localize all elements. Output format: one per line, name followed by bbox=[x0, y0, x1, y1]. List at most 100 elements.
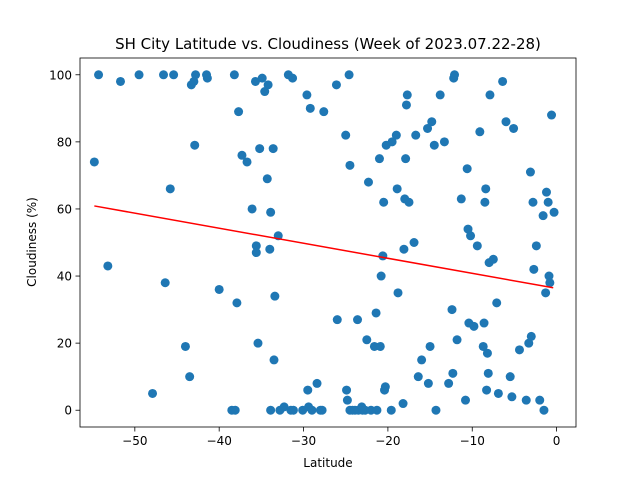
data-point bbox=[469, 321, 479, 331]
data-point bbox=[387, 137, 397, 147]
data-point bbox=[250, 76, 260, 86]
data-point bbox=[342, 385, 352, 395]
data-point bbox=[392, 184, 402, 194]
data-point bbox=[492, 298, 502, 308]
data-point bbox=[498, 76, 508, 86]
data-point bbox=[317, 405, 327, 415]
data-point bbox=[541, 288, 551, 298]
data-point bbox=[480, 197, 490, 207]
data-point bbox=[452, 335, 462, 345]
data-point bbox=[411, 130, 421, 140]
data-point bbox=[266, 405, 276, 415]
data-point bbox=[493, 388, 503, 398]
data-point bbox=[431, 405, 441, 415]
data-point bbox=[423, 378, 433, 388]
data-point bbox=[371, 308, 381, 318]
data-point bbox=[541, 187, 551, 197]
data-point bbox=[447, 305, 457, 315]
data-point bbox=[247, 204, 257, 214]
data-point bbox=[263, 80, 273, 90]
regression-line bbox=[94, 205, 554, 289]
data-point bbox=[103, 261, 113, 271]
data-point bbox=[435, 90, 445, 100]
data-point bbox=[191, 70, 201, 80]
data-point bbox=[165, 184, 175, 194]
y-axis-label: Cloudiness (%) bbox=[25, 197, 39, 287]
data-point bbox=[262, 174, 272, 184]
data-point bbox=[439, 137, 449, 147]
data-point bbox=[425, 341, 435, 351]
data-point bbox=[376, 271, 386, 281]
data-point bbox=[413, 372, 423, 382]
data-point bbox=[482, 385, 492, 395]
data-point bbox=[485, 90, 495, 100]
x-tick-label: 0 bbox=[553, 434, 561, 448]
data-point bbox=[544, 271, 554, 281]
x-tick-label: −30 bbox=[291, 434, 316, 448]
data-point bbox=[525, 167, 535, 177]
x-axis-label: Latitude bbox=[303, 456, 352, 470]
y-tick-label: 0 bbox=[64, 404, 72, 418]
data-point bbox=[251, 248, 261, 258]
data-point bbox=[448, 368, 458, 378]
data-point bbox=[94, 70, 104, 80]
plot-area bbox=[79, 57, 577, 428]
data-point bbox=[461, 395, 470, 405]
data-point bbox=[332, 315, 342, 325]
data-point bbox=[353, 315, 363, 325]
y-tick-label: 60 bbox=[57, 202, 72, 216]
data-point bbox=[531, 241, 541, 251]
data-point bbox=[374, 154, 384, 164]
data-point bbox=[303, 385, 313, 395]
data-point bbox=[398, 399, 408, 409]
data-point bbox=[456, 194, 466, 204]
data-point bbox=[472, 241, 482, 251]
data-point bbox=[549, 207, 559, 217]
data-point bbox=[270, 291, 280, 301]
data-point bbox=[483, 368, 493, 378]
x-tick-label: −40 bbox=[207, 434, 232, 448]
data-point bbox=[344, 70, 354, 80]
y-tick-label: 20 bbox=[57, 337, 72, 351]
data-point bbox=[401, 100, 411, 110]
data-point bbox=[479, 318, 489, 328]
data-point bbox=[380, 382, 390, 392]
data-point bbox=[237, 150, 247, 160]
data-point bbox=[214, 284, 224, 294]
data-point bbox=[528, 197, 538, 207]
data-point bbox=[148, 388, 158, 398]
y-tick-label: 80 bbox=[57, 135, 72, 149]
data-point bbox=[409, 238, 419, 247]
data-point bbox=[545, 278, 555, 288]
data-point bbox=[514, 345, 524, 355]
data-point bbox=[399, 244, 409, 254]
data-point bbox=[266, 207, 276, 217]
data-point bbox=[478, 341, 488, 351]
y-tick-label: 40 bbox=[57, 270, 72, 284]
data-point bbox=[180, 341, 190, 351]
data-point bbox=[268, 144, 278, 154]
data-point bbox=[462, 164, 472, 174]
data-point bbox=[269, 355, 279, 365]
data-point bbox=[401, 154, 411, 164]
data-point bbox=[341, 130, 351, 140]
data-point bbox=[230, 405, 240, 415]
y-axis: 0 20 40 60 80 100 bbox=[49, 68, 80, 418]
x-tick-label: −20 bbox=[375, 434, 400, 448]
data-point bbox=[538, 211, 548, 221]
data-point bbox=[505, 372, 515, 382]
data-point bbox=[429, 140, 439, 150]
data-point bbox=[547, 110, 557, 120]
chart-title: SH City Latitude vs. Cloudiness (Week of… bbox=[115, 35, 541, 53]
data-point bbox=[89, 157, 99, 167]
data-point bbox=[526, 331, 536, 341]
data-point bbox=[251, 241, 261, 251]
data-point bbox=[444, 378, 454, 388]
data-point bbox=[288, 73, 298, 83]
data-point bbox=[375, 341, 385, 351]
data-point bbox=[302, 90, 312, 100]
data-point bbox=[543, 197, 553, 207]
x-tick-label: −50 bbox=[122, 434, 147, 448]
